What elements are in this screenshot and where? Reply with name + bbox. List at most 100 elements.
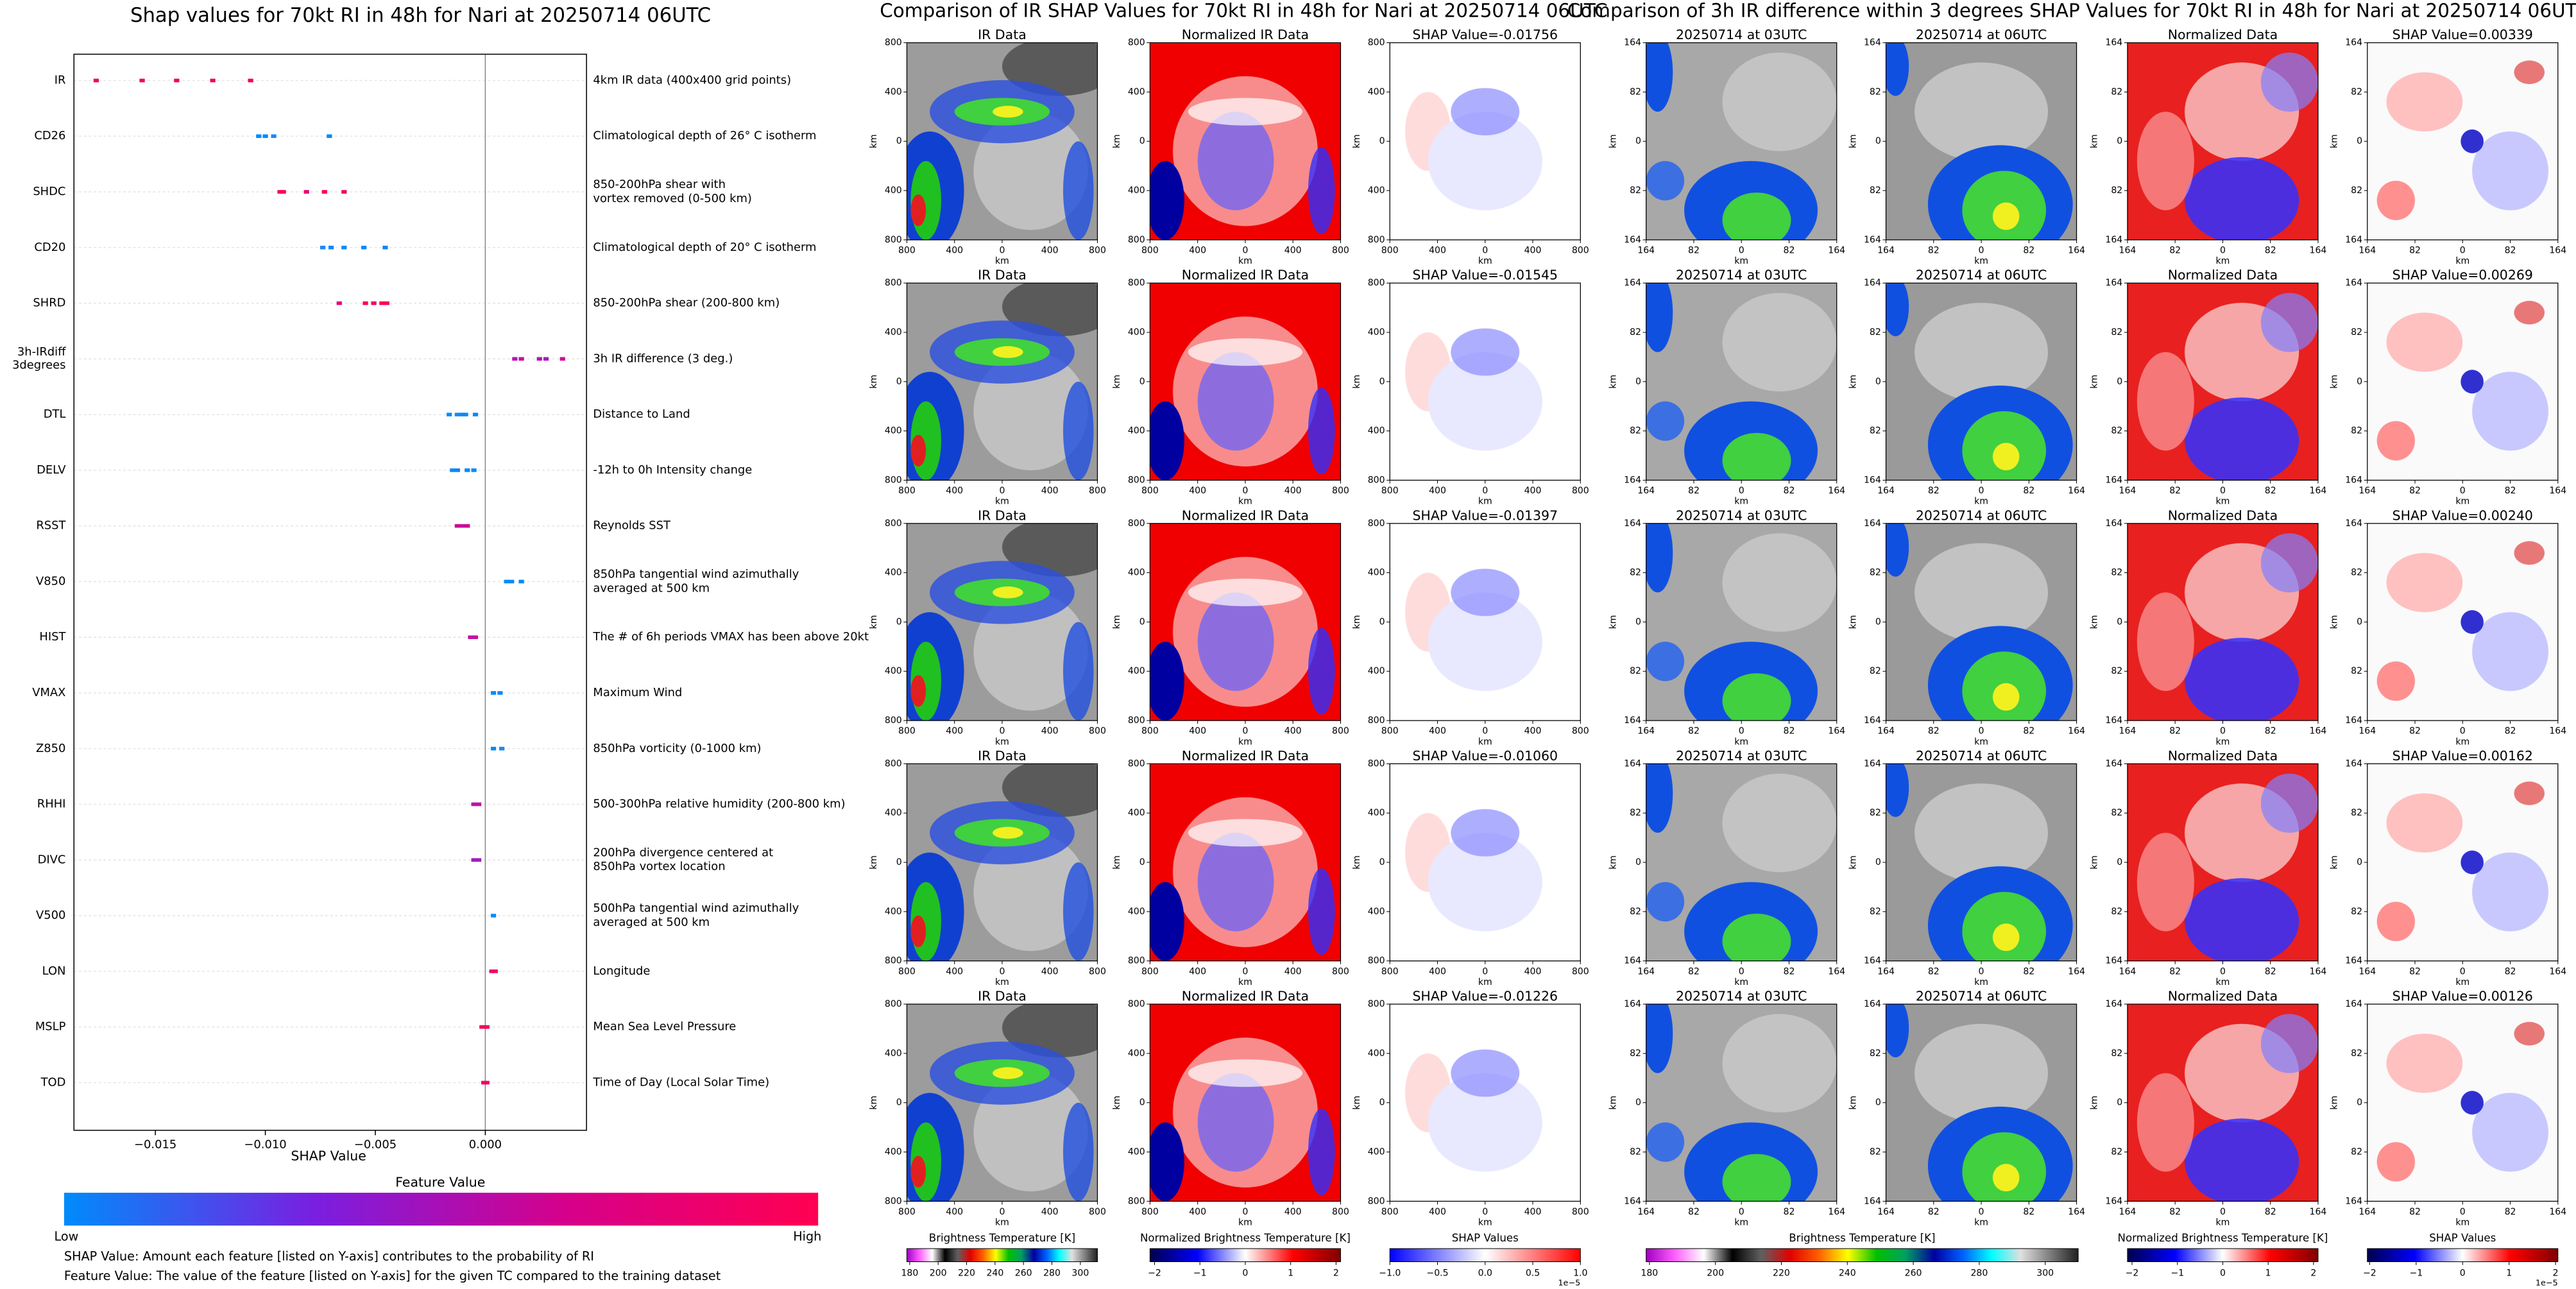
x-tick-label: 164 bbox=[2119, 245, 2136, 255]
x-tick-label: 164 bbox=[2358, 245, 2376, 255]
y-axis-label: km bbox=[1608, 134, 1618, 148]
y-tick-label: 164 bbox=[1864, 475, 1881, 485]
x-tick-label: 800 bbox=[898, 1207, 916, 1217]
y-tick-label: 800 bbox=[1128, 758, 1145, 769]
colorbar bbox=[1149, 1248, 1341, 1263]
x-tick-label: 164 bbox=[1828, 966, 1845, 977]
x-tick-label: 800 bbox=[1572, 1207, 1589, 1217]
colorbar-tick-label: −1 bbox=[2171, 1268, 2184, 1278]
x-tick-label: 400 bbox=[946, 245, 963, 255]
x-tick-label: 82 bbox=[2023, 486, 2034, 496]
y-axis-label: km bbox=[1608, 615, 1618, 629]
x-tick-label: 800 bbox=[898, 245, 916, 255]
shap-point bbox=[454, 468, 460, 472]
y-tick-label: 0 bbox=[1379, 617, 1385, 627]
x-tick-label: 400 bbox=[1524, 245, 1542, 255]
x-tick-label: 164 bbox=[2358, 1207, 2376, 1217]
feature-description-line: 200hPa divergence centered at bbox=[593, 846, 773, 859]
colorbar bbox=[2367, 1248, 2559, 1263]
x-tick-label: 164 bbox=[1877, 726, 1895, 737]
y-tick-label: 164 bbox=[1624, 715, 1641, 726]
image-panel bbox=[1885, 763, 2077, 962]
x-tick-label: 0 bbox=[1242, 966, 1248, 977]
y-tick-label: 164 bbox=[1624, 475, 1641, 485]
panel-title: IR Data bbox=[978, 27, 1027, 42]
x-axis-label: km bbox=[1478, 737, 1492, 747]
x-tick-label: 800 bbox=[1089, 1207, 1106, 1217]
feature-label: IR bbox=[55, 73, 66, 87]
shap-point bbox=[336, 301, 342, 305]
colorbar-title: Feature Value bbox=[395, 1175, 485, 1190]
y-tick-label: 82 bbox=[2351, 426, 2362, 436]
y-tick-label: 400 bbox=[1368, 327, 1385, 337]
feature-description: 850hPa tangential wind azimuthally averag… bbox=[593, 568, 799, 595]
y-tick-label: 0 bbox=[1139, 1098, 1145, 1108]
x-tick-label: 800 bbox=[1381, 966, 1399, 977]
y-tick-label: 164 bbox=[1624, 38, 1641, 48]
x-tick-label: 164 bbox=[1637, 1207, 1655, 1217]
x-tick-label: 164 bbox=[2310, 245, 2327, 255]
image-panel bbox=[1149, 282, 1342, 481]
y-tick-label: 400 bbox=[1128, 1048, 1145, 1059]
x-tick-label: 164 bbox=[2310, 486, 2327, 496]
shap-point bbox=[504, 579, 509, 584]
feature-label: DELV bbox=[37, 463, 66, 477]
x-tick-label: 400 bbox=[1041, 486, 1059, 496]
y-tick-label: 164 bbox=[2105, 956, 2122, 966]
y-axis-label: km bbox=[2090, 375, 2100, 389]
x-tick-label: 0 bbox=[2460, 245, 2466, 255]
x-tick-label: 82 bbox=[2169, 1207, 2181, 1217]
y-tick-label: 82 bbox=[2111, 185, 2122, 196]
x-tick-label: 800 bbox=[1141, 726, 1159, 737]
y-tick-label: 82 bbox=[1630, 808, 1641, 818]
y-axis-label: km bbox=[1112, 134, 1122, 148]
y-tick-label: 0 bbox=[2357, 617, 2362, 627]
y-axis-label: km bbox=[1352, 134, 1362, 148]
y-tick-label: 800 bbox=[1128, 235, 1145, 245]
x-tick-label: 800 bbox=[1572, 486, 1589, 496]
shap-point bbox=[277, 190, 283, 194]
shap-point bbox=[472, 635, 479, 640]
x-tick-label: 800 bbox=[1381, 486, 1399, 496]
feature-description: 850hPa vorticity (0-1000 km) bbox=[593, 742, 761, 755]
shap-point bbox=[271, 134, 277, 139]
x-axis-label: km bbox=[1478, 497, 1492, 507]
y-tick-label: 164 bbox=[2105, 715, 2122, 726]
x-tick-label: 400 bbox=[1041, 966, 1059, 977]
plot-frame bbox=[73, 53, 587, 1131]
feature-description: Mean Sea Level Pressure bbox=[593, 1020, 736, 1034]
x-tick-label: 400 bbox=[946, 1207, 963, 1217]
image-panel bbox=[1389, 282, 1581, 481]
shap-point bbox=[450, 468, 456, 472]
shap-point bbox=[463, 413, 468, 416]
y-tick-label: 800 bbox=[885, 475, 902, 485]
colorbar-label: Normalized Brightness Temperature [K] bbox=[1140, 1232, 1351, 1244]
y-tick-label: 400 bbox=[1368, 666, 1385, 676]
colorbar-tick-label: −1.0 bbox=[1379, 1268, 1401, 1278]
y-tick-label: 82 bbox=[2111, 568, 2122, 578]
y-tick-label: 164 bbox=[1624, 1196, 1641, 1206]
x-axis-label: km bbox=[1238, 256, 1252, 266]
x-tick-label: 82 bbox=[2023, 1207, 2034, 1217]
y-tick-label: 800 bbox=[1368, 715, 1385, 726]
colorbar-tick-label: −2 bbox=[2126, 1268, 2139, 1278]
image-panel bbox=[906, 42, 1098, 241]
colorbar bbox=[2127, 1248, 2319, 1263]
y-axis-label: km bbox=[2090, 615, 2100, 629]
y-tick-label: 0 bbox=[896, 136, 902, 146]
feature-label: V500 bbox=[36, 909, 65, 922]
x-tick-label: 0 bbox=[1242, 245, 1248, 255]
y-tick-label: 164 bbox=[2345, 235, 2362, 245]
colorbar-tick-label: −0.5 bbox=[1426, 1268, 1448, 1278]
feature-description: 500hPa tangential wind azimuthally averag… bbox=[593, 901, 799, 929]
y-tick-label: 82 bbox=[1870, 907, 1881, 917]
y-tick-label: 164 bbox=[2345, 475, 2362, 485]
x-tick-label: 0 bbox=[1242, 1207, 1248, 1217]
x-tick-label: 164 bbox=[2549, 966, 2566, 977]
x-tick-label: 400 bbox=[1284, 245, 1302, 255]
shap-point bbox=[472, 413, 479, 416]
y-tick-label: 0 bbox=[1635, 617, 1641, 627]
x-axis-label: km bbox=[995, 737, 1009, 747]
x-tick-label: 82 bbox=[2505, 726, 2516, 737]
image-panel bbox=[2127, 523, 2319, 721]
